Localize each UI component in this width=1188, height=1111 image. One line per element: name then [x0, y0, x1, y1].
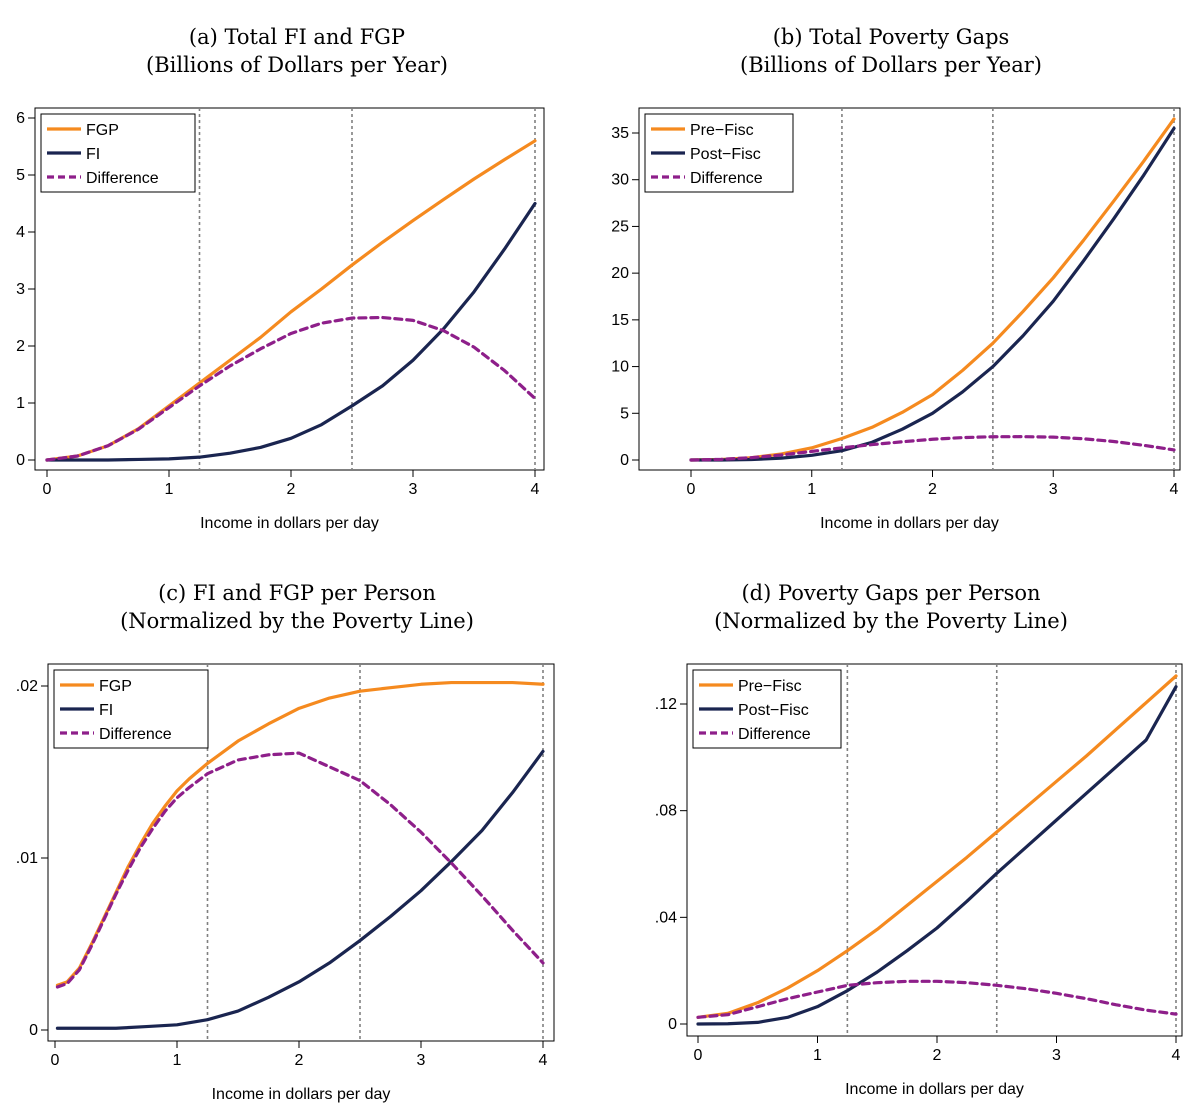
legend-label: FGP: [99, 678, 132, 695]
x-tick-label: 3: [1049, 481, 1058, 498]
x-tick-label: 2: [933, 1047, 942, 1064]
y-tick-label: 10: [611, 359, 629, 376]
x-axis-label: Income in dollars per day: [820, 515, 999, 532]
y-tick-label: 5: [16, 167, 25, 184]
y-tick-label: 4: [16, 224, 25, 241]
chart-title-line2: (Billions of Dollars per Year): [146, 53, 448, 77]
y-tick-label: 0: [16, 452, 25, 469]
chart-title-line1: (a) Total FI and FGP: [189, 25, 405, 49]
legend-label: Difference: [99, 726, 172, 743]
legend-label: Pre−Fisc: [738, 678, 802, 695]
series-line-difference: [45, 315, 537, 462]
y-tick-label: 35: [611, 125, 629, 142]
y-tick-label: 2: [16, 338, 25, 355]
legend-label: Post−Fisc: [738, 702, 809, 719]
plot-frame: [47, 663, 555, 1042]
plot-frame: [638, 107, 1181, 471]
x-tick-label: 2: [928, 481, 937, 498]
y-tick-label: 3: [16, 281, 25, 298]
x-axis-label: Income in dollars per day: [845, 1081, 1024, 1098]
legend-label: FI: [99, 702, 113, 719]
x-tick-label: 2: [287, 481, 296, 498]
chart-title-line1: (b) Total Poverty Gaps: [773, 25, 1010, 49]
y-tick-label: 30: [611, 172, 629, 189]
series-line-fi: [45, 201, 537, 462]
panel-b: (b) Total Poverty Gaps (Billions of Dolla…: [594, 0, 1188, 555]
legend-label: Difference: [738, 726, 811, 743]
series-line-fgp: [55, 680, 545, 987]
x-tick-label: 4: [531, 481, 540, 498]
x-tick-label: 3: [1052, 1047, 1061, 1064]
chart-title-line1: (c) FI and FGP per Person: [158, 581, 436, 605]
x-tick-label: 1: [813, 1047, 822, 1064]
x-axis-label: Income in dollars per day: [212, 1086, 391, 1103]
chart-title-line2: (Normalized by the Poverty Line): [120, 609, 474, 633]
y-tick-label: 15: [611, 312, 629, 329]
x-tick-label: 4: [1170, 481, 1179, 498]
chart-c: (c) FI and FGP per Person (Normalized by …: [16, 581, 555, 1103]
chart-d: (d) Poverty Gaps per Person (Normalized b…: [655, 581, 1183, 1098]
chart-b: (b) Total Poverty Gaps (Billions of Dolla…: [611, 25, 1181, 532]
x-tick-label: 3: [409, 481, 418, 498]
series-line-difference: [55, 751, 545, 989]
legend-label: Difference: [86, 170, 159, 187]
legend-label: FGP: [86, 122, 119, 139]
chart-title-line2: (Billions of Dollars per Year): [740, 53, 1042, 77]
chart-a: (a) Total FI and FGP (Billions of Dollars…: [16, 25, 545, 532]
y-tick-label: .01: [16, 850, 38, 867]
chart-title-line1: (d) Poverty Gaps per Person: [741, 581, 1040, 605]
x-tick-label: 0: [694, 1047, 703, 1064]
y-tick-label: 1: [16, 395, 25, 412]
series-line-difference: [689, 435, 1176, 462]
y-tick-label: .02: [16, 678, 38, 695]
legend-label: Post−Fisc: [690, 146, 761, 163]
x-tick-label: 2: [295, 1052, 304, 1069]
legend-label: Difference: [690, 170, 763, 187]
series-line-post-fisc: [696, 685, 1178, 1026]
y-tick-label: .12: [655, 696, 677, 713]
y-tick-label: 0: [29, 1022, 38, 1039]
panel-c: (c) FI and FGP per Person (Normalized by …: [0, 556, 594, 1111]
legend-label: FI: [86, 146, 100, 163]
x-tick-label: 0: [687, 481, 696, 498]
series-line-pre-fisc: [696, 674, 1178, 1019]
legend-label: Pre−Fisc: [690, 122, 754, 139]
plot-frame: [686, 663, 1183, 1037]
y-tick-label: 25: [611, 218, 629, 235]
panel-d: (d) Poverty Gaps per Person (Normalized b…: [594, 556, 1188, 1111]
x-tick-label: 4: [539, 1052, 548, 1069]
y-tick-label: 0: [620, 452, 629, 469]
series-line-pre-fisc: [689, 117, 1176, 462]
x-tick-label: 1: [173, 1052, 182, 1069]
series-line-fi: [55, 749, 545, 1030]
x-tick-label: 1: [807, 481, 816, 498]
y-tick-label: .04: [655, 909, 677, 926]
chart-title-line2: (Normalized by the Poverty Line): [714, 609, 1068, 633]
x-tick-label: 0: [51, 1052, 60, 1069]
y-tick-label: 6: [16, 110, 25, 127]
x-tick-label: 3: [417, 1052, 426, 1069]
panel-a: (a) Total FI and FGP (Billions of Dollars…: [0, 0, 594, 555]
x-tick-label: 4: [1172, 1047, 1181, 1064]
series-line-difference: [696, 979, 1178, 1019]
x-tick-label: 0: [43, 481, 52, 498]
y-tick-label: 0: [668, 1016, 677, 1033]
x-axis-label: Income in dollars per day: [200, 515, 379, 532]
x-tick-label: 1: [165, 481, 174, 498]
y-tick-label: 20: [611, 265, 629, 282]
y-tick-label: 5: [620, 405, 629, 422]
y-tick-label: .08: [655, 803, 677, 820]
series-line-post-fisc: [689, 126, 1176, 462]
